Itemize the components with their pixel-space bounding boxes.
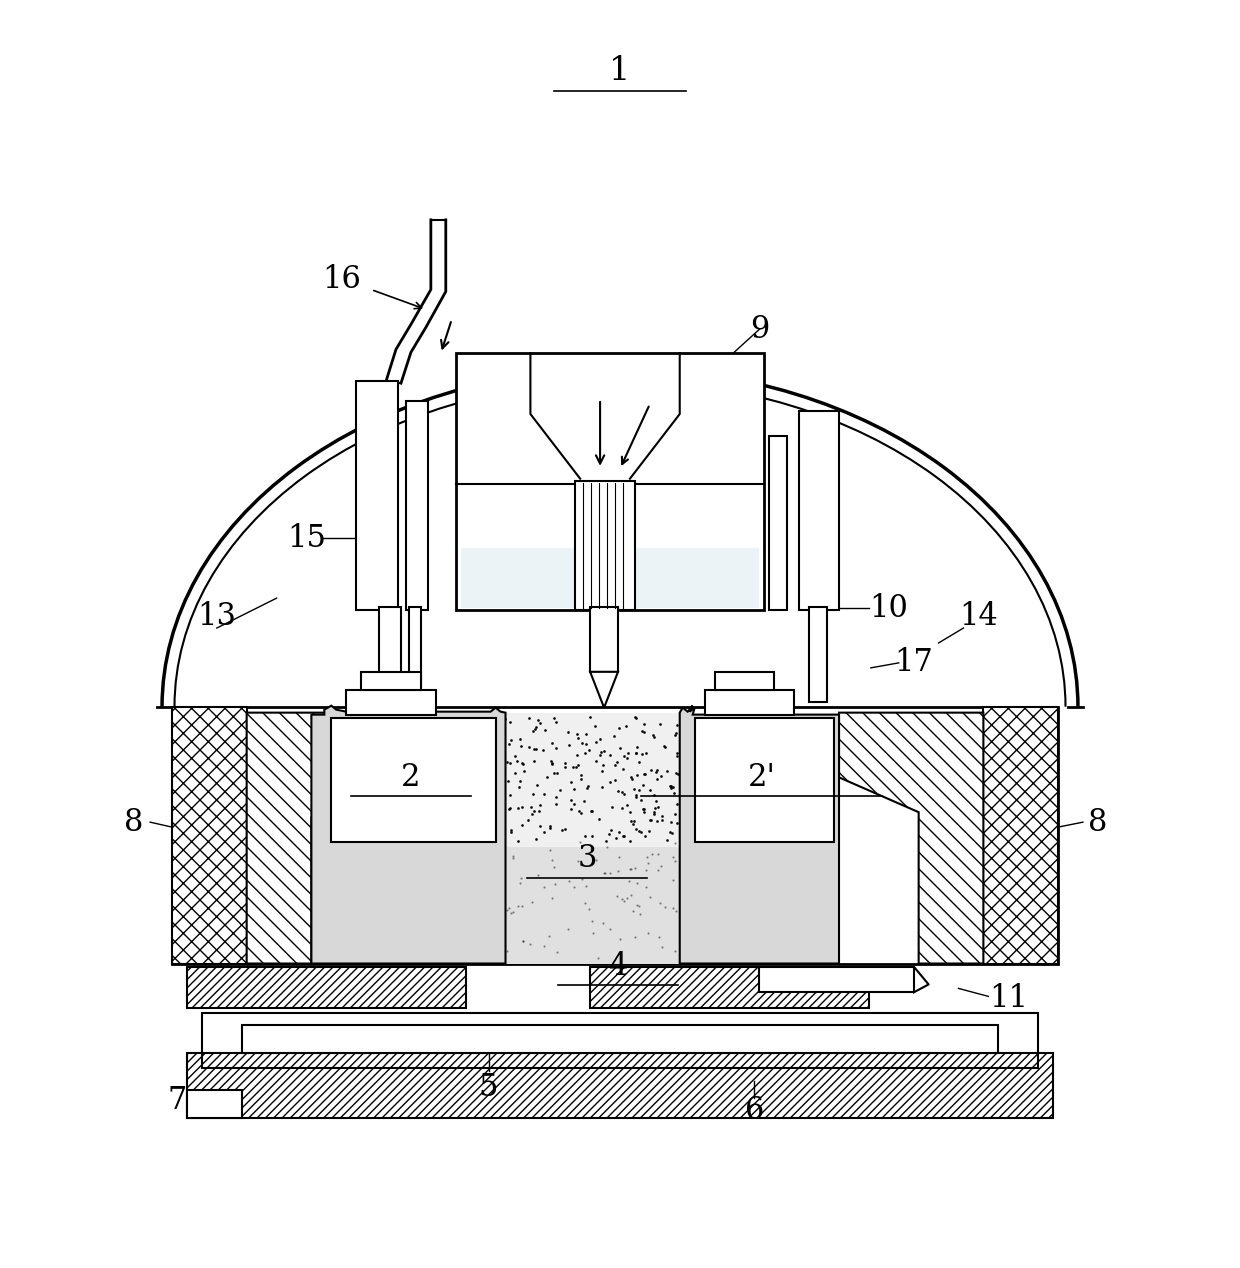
Bar bbox=[694, 718, 835, 842]
Bar bbox=[800, 411, 839, 610]
Text: 13: 13 bbox=[197, 601, 237, 631]
Text: 7: 7 bbox=[167, 1085, 187, 1116]
Bar bbox=[187, 1090, 242, 1118]
Text: 11: 11 bbox=[988, 983, 1028, 1014]
Text: 8: 8 bbox=[124, 806, 144, 838]
Bar bbox=[187, 1054, 1053, 1118]
Polygon shape bbox=[247, 713, 391, 964]
Bar bbox=[346, 690, 435, 715]
Text: 9: 9 bbox=[750, 314, 769, 345]
Text: 2': 2' bbox=[748, 762, 775, 792]
Bar bbox=[983, 706, 1058, 964]
Text: 17: 17 bbox=[894, 648, 934, 678]
Bar bbox=[172, 706, 1058, 964]
Polygon shape bbox=[311, 847, 839, 964]
Text: 4: 4 bbox=[609, 951, 627, 981]
Text: 3: 3 bbox=[578, 843, 596, 875]
Bar bbox=[810, 607, 827, 701]
Bar bbox=[714, 672, 774, 690]
Polygon shape bbox=[680, 706, 839, 964]
Bar bbox=[361, 672, 420, 690]
Bar bbox=[769, 436, 787, 610]
Bar bbox=[456, 354, 764, 610]
Bar bbox=[409, 607, 420, 701]
Text: 2: 2 bbox=[402, 762, 420, 792]
Bar bbox=[311, 713, 839, 964]
Bar bbox=[202, 1013, 1038, 1068]
Bar bbox=[242, 1026, 998, 1054]
Bar bbox=[759, 966, 914, 993]
Text: 15: 15 bbox=[286, 522, 326, 554]
Text: 10: 10 bbox=[869, 592, 908, 624]
Bar bbox=[379, 607, 401, 711]
Text: 14: 14 bbox=[959, 601, 998, 631]
Bar bbox=[172, 706, 247, 964]
Bar bbox=[704, 690, 794, 715]
Text: 8: 8 bbox=[1089, 806, 1107, 838]
Text: 5: 5 bbox=[479, 1073, 498, 1103]
Bar bbox=[590, 966, 869, 1008]
Bar bbox=[590, 607, 618, 672]
Bar bbox=[331, 718, 496, 842]
Text: 16: 16 bbox=[322, 264, 361, 295]
Bar bbox=[187, 966, 466, 1008]
Text: 6: 6 bbox=[745, 1096, 764, 1126]
Bar bbox=[405, 401, 428, 610]
Polygon shape bbox=[839, 713, 983, 964]
Bar bbox=[575, 481, 635, 610]
Bar bbox=[356, 382, 398, 610]
Text: 1: 1 bbox=[609, 55, 631, 86]
Polygon shape bbox=[590, 672, 618, 708]
Polygon shape bbox=[461, 548, 759, 609]
Polygon shape bbox=[311, 706, 506, 964]
